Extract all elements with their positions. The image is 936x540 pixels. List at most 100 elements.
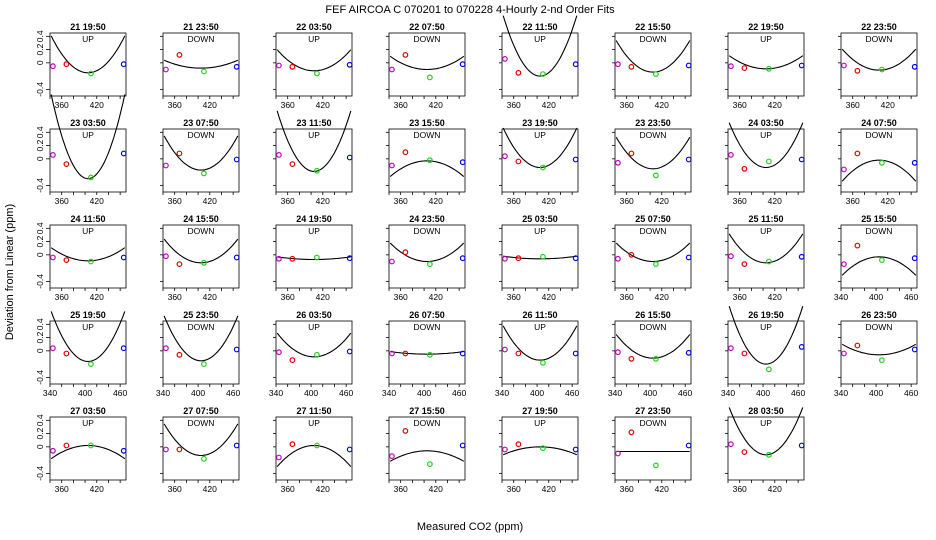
panel-direction: UP [760, 130, 772, 140]
panel: 26 15:50 DOWN 340 400 460 [608, 310, 693, 398]
data-point [540, 164, 546, 171]
fit-curve [389, 55, 465, 71]
fit-curve [841, 48, 917, 71]
data-point [540, 71, 546, 77]
panel: 24 23:50 DOWN 360 420 [386, 214, 466, 302]
data-point [87, 174, 94, 181]
x-tick-label: 420 [655, 196, 669, 206]
panel-direction: UP [82, 226, 94, 236]
data-point [798, 344, 805, 350]
data-point [402, 249, 409, 256]
x-tick-label: 360 [733, 484, 747, 494]
panel: 25 15:50 DOWN 340 400 460 [834, 214, 919, 302]
fit-curve [50, 311, 126, 363]
panel-direction: DOWN [866, 34, 893, 44]
x-tick-label: 340 [269, 388, 283, 398]
fit-curve [389, 450, 465, 462]
panel-frame [614, 416, 692, 481]
panel-direction: UP [760, 418, 772, 428]
data-point [50, 63, 56, 70]
data-point [402, 149, 409, 156]
data-point [515, 255, 522, 262]
data-point [389, 258, 395, 265]
panel: 24 15:50 DOWN 360 420 [160, 214, 240, 302]
panel-title: 25 03:50 [522, 214, 558, 224]
y-axis-label: Deviation from Linear (ppm) [4, 204, 16, 340]
data-point [628, 63, 635, 70]
data-point [502, 346, 508, 353]
x-tick-label: 420 [768, 484, 782, 494]
data-point [162, 66, 169, 73]
panel: 25 03:50 UP 360 420 [499, 214, 579, 302]
panel-title: 24 23:50 [409, 214, 445, 224]
x-tick-label: 340 [721, 388, 735, 398]
x-tick-label: 460 [339, 388, 353, 398]
panel-title: 23 07:50 [183, 118, 219, 128]
chart-title: FEF AIRCOA C 070201 to 070228 4-Hourly 2… [325, 4, 615, 16]
data-point [87, 361, 94, 368]
panel-direction: UP [82, 34, 94, 44]
x-tick-label: 400 [869, 292, 883, 302]
panel-title: 25 11:50 [748, 214, 783, 224]
fit-curve [164, 59, 238, 69]
data-point [728, 345, 734, 352]
x-tick-label: 420 [316, 484, 330, 494]
data-point [346, 154, 353, 161]
x-tick-label: 420 [203, 196, 217, 206]
fit-curve [389, 160, 465, 178]
x-tick-label: 360 [168, 196, 182, 206]
panel-direction: UP [534, 34, 546, 44]
data-point [346, 348, 353, 355]
x-tick-label: 360 [507, 100, 521, 110]
x-tick-label: 340 [834, 388, 848, 398]
data-point [798, 442, 805, 449]
panel: 22 19:50 UP 360 420 [725, 22, 805, 110]
panel-title: 25 15:50 [861, 214, 897, 224]
panel-title: 26 23:50 [861, 310, 897, 320]
data-point [841, 166, 847, 173]
data-point [741, 65, 748, 71]
x-tick-label: 400 [304, 388, 318, 398]
y-tick-label: 0.2 [35, 427, 45, 439]
panel-direction: UP [82, 418, 94, 428]
data-point [798, 253, 805, 260]
panel-title: 22 11:50 [522, 22, 557, 32]
data-point [120, 254, 127, 261]
x-tick-label: 460 [791, 388, 805, 398]
x-tick-label: 360 [846, 100, 860, 110]
x-tick-label: 420 [655, 100, 669, 110]
panel-title: 26 03:50 [296, 310, 332, 320]
x-tick-label: 420 [429, 100, 443, 110]
data-point [50, 254, 56, 261]
data-point [200, 259, 207, 266]
panel-title: 23 19:50 [522, 118, 558, 128]
data-point [502, 153, 508, 160]
y-tick-label: 0 [35, 252, 45, 257]
data-point [233, 346, 240, 353]
data-point [427, 351, 433, 358]
data-point [798, 156, 805, 163]
x-axis-label: Measured CO2 (ppm) [417, 521, 523, 533]
data-point [911, 159, 918, 166]
panel-direction: UP [760, 322, 772, 332]
y-tick-label: 0 [35, 444, 45, 449]
data-point [120, 150, 127, 157]
panel-title: 22 23:50 [861, 22, 897, 32]
data-point [515, 350, 522, 357]
data-point [427, 461, 433, 468]
panel-title: 26 07:50 [409, 310, 445, 320]
data-point [459, 61, 466, 68]
fit-curve [163, 315, 239, 362]
data-point [741, 449, 748, 456]
data-point [515, 158, 522, 165]
data-point [389, 453, 395, 460]
data-point [615, 255, 621, 262]
panel-frame [727, 416, 805, 481]
panel: 23 07:50 DOWN 360 420 [160, 118, 240, 206]
panel-frame [840, 320, 918, 385]
data-point [741, 350, 748, 357]
data-point [615, 349, 621, 356]
data-point [653, 462, 659, 469]
x-tick-label: 360 [55, 196, 69, 206]
data-point [289, 161, 296, 168]
